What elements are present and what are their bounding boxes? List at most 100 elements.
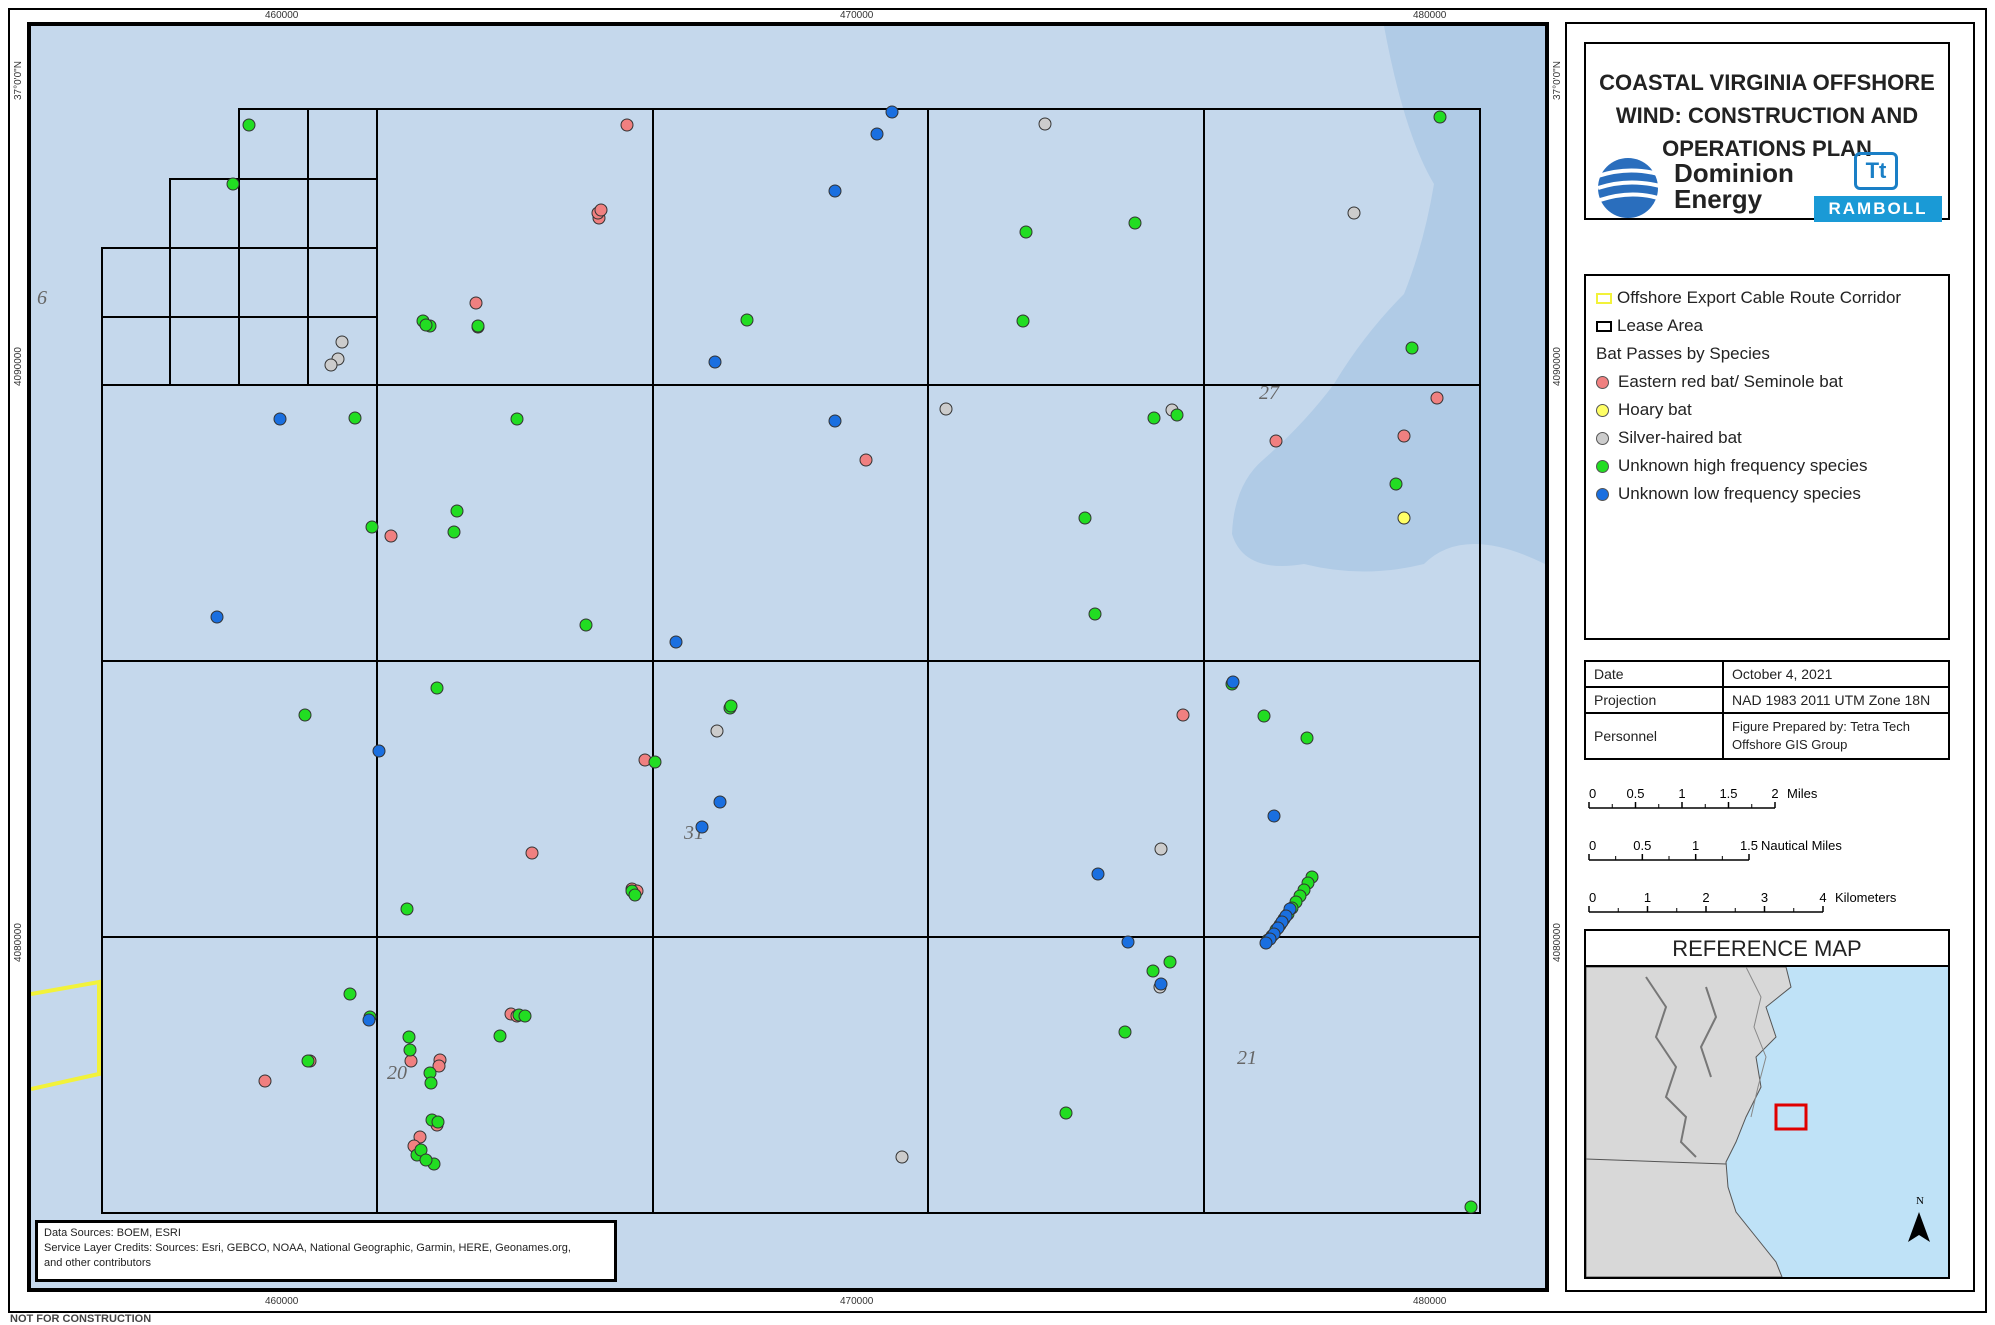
bat-point-red (432, 1059, 446, 1073)
bat-point-green (226, 177, 240, 191)
map-frame[interactable]: 6 27 31 20 21 Data Sources: BOEM, ESRI S… (27, 22, 1549, 1292)
legend-cable-corridor: Offshore Export Cable Route Corridor (1596, 286, 1901, 310)
bat-point-red (525, 846, 539, 860)
coord-bottom-460000: 460000 (265, 1296, 299, 1307)
legend-eastern-red-label: Eastern red bat/ Seminole bat (1618, 372, 1843, 391)
legend-hoary: Hoary bat (1596, 398, 1692, 422)
bat-point-blue (885, 105, 899, 119)
block-label-20: 20 (387, 1062, 407, 1084)
coord-top-460000: 460000 (265, 10, 299, 21)
shoal-area (1232, 26, 1545, 572)
bat-point-green (724, 699, 738, 713)
bat-point-red (384, 529, 398, 543)
legend-silver-haired-label: Silver-haired bat (1618, 428, 1742, 447)
scale-tick-label: 0 (1589, 786, 1596, 801)
bat-point-green (301, 1054, 315, 1068)
dominion-swoosh-icon (1597, 158, 1661, 218)
legend-hoary-label: Hoary bat (1618, 400, 1692, 419)
bat-point-green (348, 411, 362, 425)
info-row-date: Date October 4, 2021 (1584, 660, 1950, 688)
bat-point-blue (870, 127, 884, 141)
coord-right-4090000: 4090000 (1552, 347, 1563, 386)
bat-point-red (620, 118, 634, 132)
scale-tick-label: 4 (1819, 890, 1826, 905)
coord-right-lat: 37°0'0"N (1552, 61, 1563, 100)
projection-label: Projection (1584, 686, 1724, 714)
bat-point-blue (828, 184, 842, 198)
bat-point-green (1147, 411, 1161, 425)
bat-point-green (1257, 709, 1271, 723)
bat-point-green (1118, 1025, 1132, 1039)
scale-tick-label: 2 (1702, 890, 1709, 905)
dominion-energy-logo: Dominion Energy (1596, 152, 1806, 222)
not-for-construction: NOT FOR CONSTRUCTION (10, 1313, 152, 1325)
bat-point-green (648, 755, 662, 769)
bat-point-green (242, 118, 256, 132)
bat-point-blue (1091, 867, 1105, 881)
reference-map-box: REFERENCE MAP N (1584, 929, 1950, 1279)
low-freq-swatch (1596, 487, 1609, 501)
bat-point-green (628, 888, 642, 902)
bat-point-green (740, 313, 754, 327)
bat-point-green (1300, 731, 1314, 745)
projection-value: NAD 1983 2011 UTM Zone 18N (1722, 686, 1950, 714)
bat-point-green (510, 412, 524, 426)
info-table: Date October 4, 2021 Projection NAD 1983… (1584, 660, 1950, 760)
bat-point-gray (895, 1150, 909, 1164)
bat-point-red (1269, 434, 1283, 448)
credits-box: Data Sources: BOEM, ESRI Service Layer C… (35, 1220, 617, 1282)
bat-point-red (594, 203, 608, 217)
reference-map-title: REFERENCE MAP (1586, 931, 1948, 967)
bat-point-blue (1267, 809, 1281, 823)
bat-point-gray (1347, 206, 1361, 220)
bat-point-green (579, 618, 593, 632)
legend-lease-label: Lease Area (1617, 316, 1704, 335)
study-area-marker (1774, 1103, 1808, 1131)
scale-tick-label: 1.5 (1719, 786, 1737, 801)
bat-point-green (1170, 408, 1184, 422)
eastern-red-swatch (1596, 375, 1609, 389)
right-panel: COASTAL VIRGINIA OFFSHORE WIND: CONSTRUC… (1565, 22, 1975, 1292)
bat-point-yellow (1397, 511, 1411, 525)
bat-point-green (1389, 477, 1403, 491)
bat-point-green (1405, 341, 1419, 355)
legend-cable-label: Offshore Export Cable Route Corridor (1617, 288, 1902, 307)
credits-line-3: and other contributors (44, 1257, 152, 1269)
dominion-wordmark: Dominion Energy (1674, 158, 1794, 214)
block-label-27: 27 (1259, 382, 1280, 404)
bat-point-green (471, 319, 485, 333)
bat-point-green (1059, 1106, 1073, 1120)
legend-silver-haired: Silver-haired bat (1596, 426, 1742, 450)
personnel-label: Personnel (1584, 712, 1724, 760)
cable-corridor-swatch (1596, 292, 1612, 304)
coord-bottom-480000: 480000 (1413, 1296, 1447, 1307)
date-label: Date (1584, 660, 1724, 688)
bat-point-gray (335, 335, 349, 349)
info-row-projection: Projection NAD 1983 2011 UTM Zone 18N (1584, 686, 1950, 714)
scale-tick-label: 1 (1644, 890, 1651, 905)
coord-left-lat: 37°0'0"N (13, 61, 24, 100)
bat-point-green (400, 902, 414, 916)
bat-point-green (403, 1043, 417, 1057)
bat-point-green (1128, 216, 1142, 230)
scale-tick-label: 1 (1678, 786, 1685, 801)
hoary-swatch (1596, 403, 1609, 417)
credits-line-2: Service Layer Credits: Sources: Esri, GE… (44, 1242, 571, 1254)
block-label-21: 21 (1237, 1047, 1257, 1069)
bat-point-blue (1259, 936, 1273, 950)
bat-point-green (1146, 964, 1160, 978)
coord-right-4080000: 4080000 (1552, 923, 1563, 962)
credits-line-1: Data Sources: BOEM, ESRI (44, 1227, 181, 1239)
reference-map-canvas: N (1586, 967, 1948, 1277)
bat-point-blue (828, 414, 842, 428)
scale-tick-label: 0.5 (1626, 786, 1644, 801)
scale-tick-label: 0 (1589, 838, 1596, 853)
bat-point-green (402, 1030, 416, 1044)
bat-point-green (424, 1076, 438, 1090)
bat-point-green (1078, 511, 1092, 525)
bat-point-gray (1154, 842, 1168, 856)
map-canvas[interactable]: 6 27 31 20 21 (31, 26, 1545, 1288)
figure-title: COASTAL VIRGINIA OFFSHORE WIND: CONSTRUC… (1599, 70, 1935, 161)
north-arrow-icon (1908, 1212, 1930, 1242)
scale-bar-miles: 0 0.5 1 1.5 2 Miles (1588, 786, 1818, 809)
